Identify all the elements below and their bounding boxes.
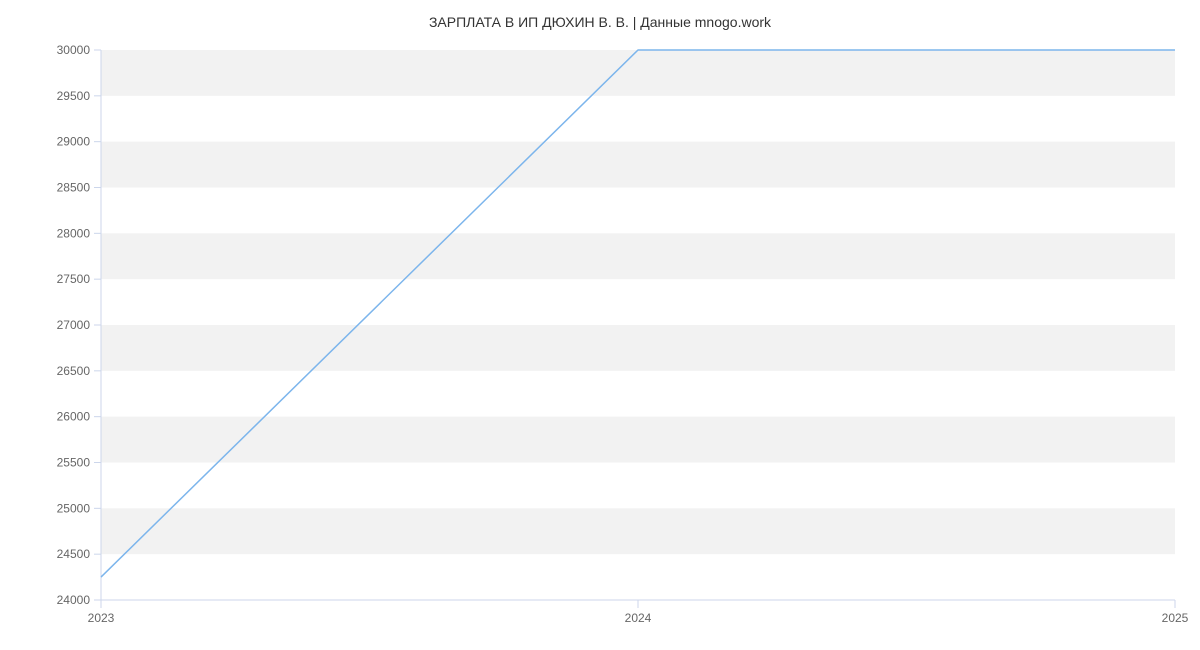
- y-tick-label: 29500: [57, 89, 91, 103]
- y-tick-label: 29000: [57, 135, 91, 149]
- y-tick-label: 28000: [57, 226, 91, 240]
- y-tick-label: 27500: [57, 272, 91, 286]
- y-tick-label: 26000: [57, 410, 91, 424]
- y-tick-label: 27000: [57, 318, 91, 332]
- x-tick-label: 2025: [1162, 611, 1189, 625]
- series-line-salary: [101, 50, 1175, 577]
- y-tick-label: 24000: [57, 593, 91, 607]
- x-tick-label: 2024: [625, 611, 652, 625]
- chart-title: ЗАРПЛАТА В ИП ДЮХИН В. В. | Данные mnogo…: [0, 14, 1200, 30]
- y-tick-label: 25000: [57, 501, 91, 515]
- y-tick-label: 30000: [57, 43, 91, 57]
- y-tick-label: 25500: [57, 456, 91, 470]
- y-tick-label: 28500: [57, 181, 91, 195]
- x-tick-label: 2023: [88, 611, 115, 625]
- y-tick-label: 26500: [57, 364, 91, 378]
- salary-chart: ЗАРПЛАТА В ИП ДЮХИН В. В. | Данные mnogo…: [0, 0, 1200, 650]
- y-tick-label: 24500: [57, 547, 91, 561]
- chart-svg: 24000 24500 25000 25500 26000 26500 27000 27500…: [0, 0, 1200, 650]
